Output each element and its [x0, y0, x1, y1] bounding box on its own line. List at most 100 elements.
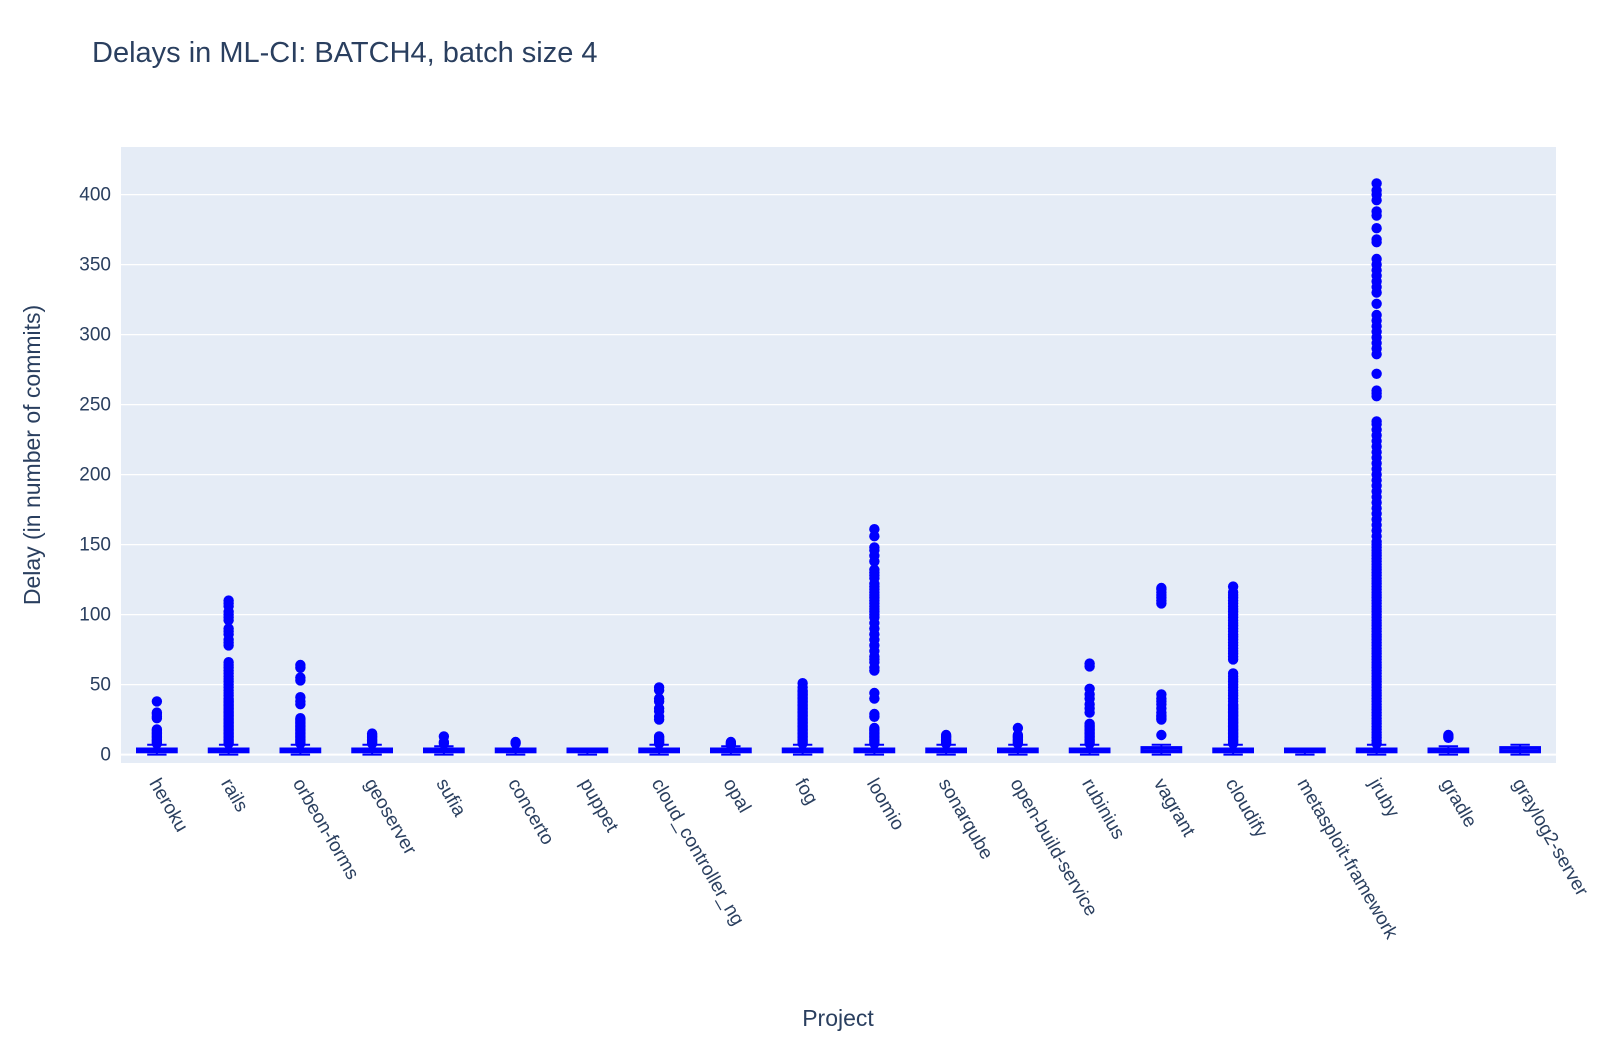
- x-tick-label-concerto: concerto: [503, 775, 558, 849]
- box-rails: [207, 595, 250, 756]
- box-open-build-service: [997, 722, 1039, 756]
- x-tick-label-rubinius: rubinius: [1077, 775, 1128, 843]
- outlier-point: [223, 595, 234, 606]
- outlier-point: [223, 623, 234, 634]
- y-tick-label-250: 250: [79, 395, 111, 416]
- outlier-point: [797, 678, 808, 689]
- outlier-point: [653, 731, 665, 742]
- x-tick-label-fog: fog: [790, 775, 821, 808]
- y-tick-label-350: 350: [79, 255, 111, 276]
- outlier-point: [1012, 722, 1024, 734]
- box-graylog2-server: [1499, 743, 1541, 756]
- outlier-point: [1371, 309, 1382, 321]
- box-fog: [781, 678, 824, 756]
- x-tick-label-sonarqube: sonarqube: [934, 775, 997, 863]
- box-vagrant: [1140, 582, 1183, 756]
- gridlines: [121, 194, 1556, 756]
- box-gradle: [1427, 729, 1470, 756]
- outlier-point: [869, 708, 880, 720]
- outlier-point: [151, 724, 163, 735]
- outlier-point: [1227, 668, 1239, 679]
- outlier-point: [1156, 729, 1167, 741]
- box-rubinius: [1068, 658, 1111, 756]
- outlier-point: [295, 713, 306, 724]
- x-axis-title: Project: [802, 1005, 874, 1031]
- box-loomio: [853, 524, 896, 756]
- outlier-point: [869, 722, 880, 734]
- outlier-point: [510, 736, 521, 748]
- y-tick-label-0: 0: [100, 745, 111, 766]
- y-axis-ticks: 0 50 100 150 200 250 300 350 400: [79, 185, 111, 766]
- outlier-point: [151, 707, 163, 718]
- x-tick-label-heroku: heroku: [145, 775, 192, 836]
- y-axis-title: Delay (in number of commits): [19, 305, 45, 605]
- x-tick-label-jruby: jruby: [1364, 774, 1404, 821]
- y-tick-label-300: 300: [79, 325, 111, 346]
- outlier-point: [295, 672, 306, 683]
- box-cloud_controller_ng: [638, 682, 680, 756]
- box-sufia: [423, 731, 465, 756]
- outlier-point: [869, 564, 880, 575]
- x-tick-label-orbeon-forms: orbeon-forms: [288, 775, 363, 883]
- outlier-point: [1371, 298, 1382, 309]
- outlier-point: [1371, 234, 1382, 245]
- outlier-point: [869, 524, 880, 535]
- outlier-point: [1371, 416, 1382, 427]
- x-tick-label-vagrant: vagrant: [1149, 775, 1199, 841]
- outlier-point: [725, 736, 737, 748]
- x-tick-label-rails: rails: [216, 775, 252, 816]
- box-opal: [710, 736, 752, 756]
- outlier-point: [438, 731, 450, 742]
- box-series: [136, 178, 1541, 756]
- outlier-point: [1443, 729, 1454, 741]
- outlier-point: [1371, 223, 1382, 234]
- y-tick-label-100: 100: [79, 605, 111, 626]
- y-tick-label-150: 150: [79, 535, 111, 556]
- outlier-point: [295, 659, 306, 671]
- plot-area: [121, 147, 1556, 763]
- outlier-point: [940, 729, 952, 741]
- box-geoserver: [351, 728, 393, 756]
- x-tick-label-geoserver: geoserver: [360, 775, 421, 859]
- outlier-point: [1227, 581, 1239, 592]
- x-tick-label-graylog2-server: graylog2-server: [1508, 775, 1593, 900]
- outlier-point: [1371, 385, 1382, 396]
- outlier-point: [366, 728, 378, 739]
- box-metasploit-framework: [1284, 747, 1326, 756]
- outlier-point: [1084, 683, 1095, 694]
- outlier-point: [653, 693, 665, 704]
- box-jruby: [1355, 178, 1398, 756]
- outlier-point: [1371, 368, 1382, 379]
- outlier-point: [1084, 718, 1095, 729]
- chart-title: Delays in ML-CI: BATCH4, batch size 4: [92, 37, 598, 69]
- x-tick-label-puppet: puppet: [575, 775, 623, 836]
- box-concerto: [494, 736, 537, 756]
- outlier-point: [1156, 582, 1167, 594]
- x-tick-label-loomio: loomio: [862, 775, 908, 834]
- x-tick-label-gradle: gradle: [1436, 775, 1481, 831]
- y-tick-label-50: 50: [90, 675, 111, 696]
- outlier-point: [869, 687, 880, 699]
- outlier-point: [1371, 178, 1382, 189]
- y-tick-label-400: 400: [79, 185, 111, 206]
- outlier-point: [1371, 253, 1382, 265]
- x-tick-label-opal: opal: [719, 775, 755, 817]
- outlier-point: [653, 682, 665, 693]
- x-tick-label-sufia: sufia: [432, 775, 470, 821]
- y-tick-label-200: 200: [79, 465, 111, 486]
- outlier-point: [1084, 658, 1095, 669]
- outlier-point: [151, 696, 163, 707]
- box-heroku: [136, 696, 178, 756]
- box-orbeon-forms: [279, 659, 322, 756]
- outlier-point: [869, 542, 880, 553]
- box-sonarqube: [925, 729, 967, 756]
- outlier-point: [223, 657, 234, 668]
- box-puppet: [566, 747, 609, 756]
- outlier-point: [1371, 206, 1382, 217]
- outlier-point: [1156, 689, 1167, 700]
- outlier-point: [295, 692, 306, 703]
- box-cloudify: [1212, 581, 1254, 756]
